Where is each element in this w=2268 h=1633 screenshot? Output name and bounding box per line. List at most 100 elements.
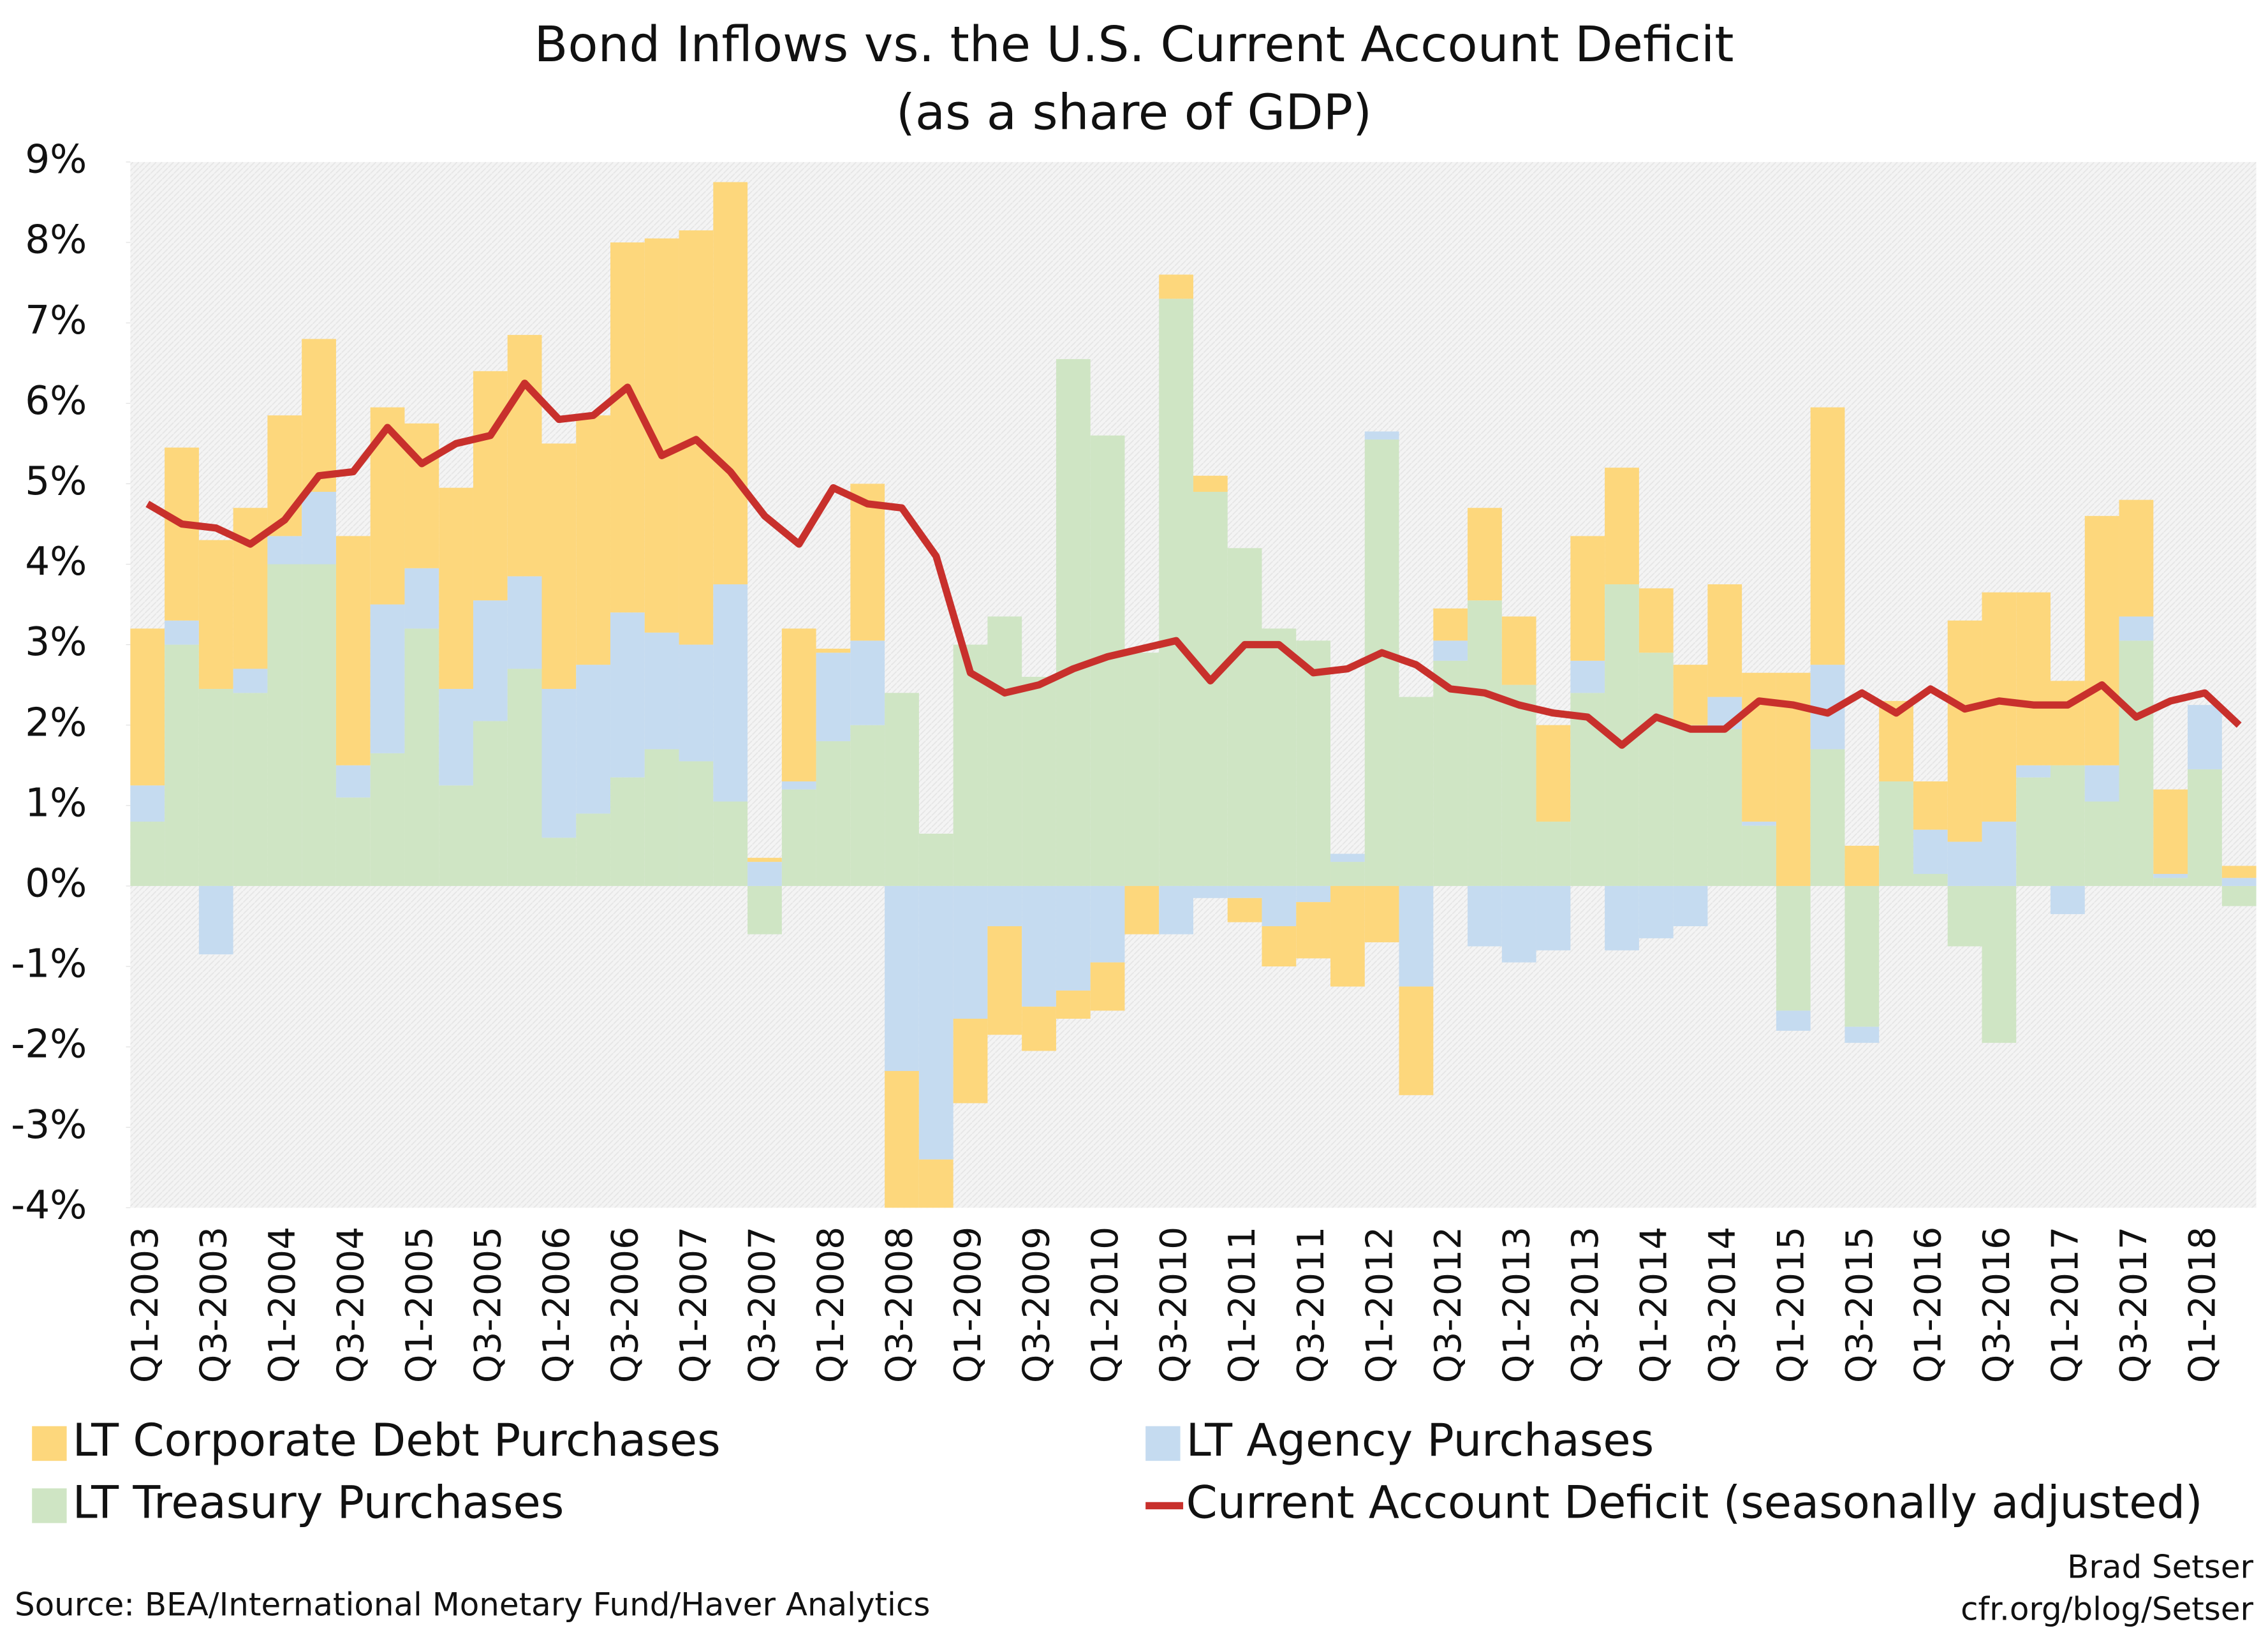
x-tick-label: Q3-2006 bbox=[605, 1227, 647, 1383]
bar-segment bbox=[953, 885, 988, 1019]
x-tick-label: Q1-2017 bbox=[2045, 1227, 2087, 1383]
bar-segment bbox=[918, 1159, 954, 1208]
x-tick-label: Q3-2013 bbox=[1565, 1227, 1607, 1383]
y-tick-label: 1% bbox=[25, 780, 87, 825]
bar-segment bbox=[1501, 684, 1536, 886]
bar-segment bbox=[404, 423, 439, 568]
bar-segment bbox=[1296, 902, 1331, 959]
bar-segment bbox=[130, 785, 165, 822]
bar-segment bbox=[1742, 822, 1776, 826]
bar-segment bbox=[335, 536, 371, 765]
x-tick-label: Q3-2012 bbox=[1427, 1227, 1469, 1383]
bar-segment bbox=[1124, 653, 1160, 886]
bar-segment bbox=[439, 487, 473, 689]
bar-segment bbox=[267, 564, 302, 886]
bar-segment bbox=[2016, 592, 2051, 765]
bar-segment bbox=[610, 242, 645, 613]
bar-segment bbox=[1330, 862, 1365, 886]
x-tick-label: Q3-2016 bbox=[1976, 1227, 2018, 1383]
y-tick-label: -1% bbox=[11, 942, 87, 987]
bar-segment bbox=[404, 628, 439, 886]
bar-segment bbox=[2153, 878, 2188, 886]
y-tick-label: -4% bbox=[11, 1183, 87, 1228]
bar-segment bbox=[1227, 885, 1262, 898]
x-tick-label: Q1-2018 bbox=[2182, 1227, 2224, 1383]
x-tick-label: Q1-2005 bbox=[399, 1227, 441, 1383]
bar-segment bbox=[1364, 885, 1399, 943]
bar-segment bbox=[165, 447, 199, 621]
bar-segment bbox=[713, 801, 748, 886]
bar-segment bbox=[165, 644, 199, 886]
bar-segment bbox=[1810, 407, 1845, 665]
x-tick-label: Q1-2004 bbox=[261, 1227, 304, 1383]
bar-segment bbox=[781, 628, 816, 781]
bar-segment bbox=[1536, 885, 1571, 950]
credit: cfr.org/blog/Setser bbox=[1961, 1590, 2253, 1627]
bar-segment bbox=[1056, 885, 1091, 991]
x-tick-label: Q1-2011 bbox=[1221, 1227, 1263, 1383]
bar-segment bbox=[1536, 822, 1571, 886]
legend-swatch bbox=[32, 1426, 67, 1461]
chart-subtitle: (as a share of GDP) bbox=[896, 84, 1372, 141]
bar-segment bbox=[953, 644, 988, 886]
legend-swatch bbox=[32, 1488, 67, 1523]
x-tick-label: Q3-2014 bbox=[1702, 1227, 1744, 1383]
bar-segment bbox=[644, 749, 679, 886]
bar-segment bbox=[816, 653, 851, 741]
bar-segment bbox=[2084, 801, 2119, 886]
y-tick-label: -2% bbox=[11, 1022, 87, 1067]
bar-segment bbox=[987, 885, 1022, 926]
legend-label: Current Account Deficit (seasonally adju… bbox=[1186, 1476, 2203, 1528]
bar-segment bbox=[198, 688, 233, 886]
bar-segment bbox=[1364, 440, 1399, 886]
bar-segment bbox=[885, 1070, 919, 1208]
bar-segment bbox=[439, 688, 473, 786]
bar-segment bbox=[1296, 885, 1331, 903]
bar-segment bbox=[130, 822, 165, 886]
bar-segment bbox=[302, 492, 336, 565]
bar-segment bbox=[404, 568, 439, 629]
y-tick-label: 6% bbox=[25, 378, 87, 424]
bar-segment bbox=[1707, 729, 1742, 886]
bar-segment bbox=[541, 688, 577, 838]
bar-segment bbox=[233, 669, 268, 693]
x-tick-label: Q1-2003 bbox=[124, 1227, 166, 1383]
bar-segment bbox=[576, 415, 611, 665]
bar-segment bbox=[1501, 885, 1536, 963]
bar-segment bbox=[1605, 885, 1639, 950]
bar-segment bbox=[1742, 672, 1776, 822]
bar-segment bbox=[953, 1019, 988, 1104]
bar-segment bbox=[267, 536, 302, 565]
bar-segment bbox=[1673, 665, 1708, 725]
bar-segment bbox=[1673, 725, 1708, 886]
bar-segment bbox=[1879, 781, 1913, 886]
bar-segment bbox=[233, 693, 268, 886]
bar-segment bbox=[473, 721, 508, 886]
bar-segment bbox=[1193, 885, 1228, 898]
bar-segment bbox=[1947, 885, 1982, 947]
bar-segment bbox=[1330, 885, 1365, 987]
bar-segment bbox=[850, 484, 885, 641]
bar-segment bbox=[1845, 885, 1880, 1027]
bar-segment bbox=[747, 885, 782, 935]
x-tick-label: Q1-2013 bbox=[1496, 1227, 1538, 1383]
y-tick-label: 2% bbox=[25, 700, 87, 745]
legend-swatch bbox=[1145, 1426, 1181, 1461]
bar-segment bbox=[507, 669, 542, 886]
line-series bbox=[145, 380, 2242, 749]
bar-segment bbox=[1433, 640, 1468, 661]
bar-segment bbox=[1501, 616, 1536, 685]
bar-segment bbox=[302, 339, 336, 492]
y-tick-label: -3% bbox=[11, 1102, 87, 1148]
bar-segment bbox=[1845, 1026, 1880, 1043]
bar-segment bbox=[1399, 697, 1434, 886]
bar-segment bbox=[1638, 653, 1674, 886]
x-tick-label: Q1-2009 bbox=[947, 1227, 989, 1383]
bar-segment bbox=[2153, 789, 2188, 875]
bar-segment bbox=[1707, 697, 1742, 730]
x-tick-label: Q3-2004 bbox=[330, 1227, 372, 1383]
x-tick-label: Q3-2010 bbox=[1153, 1227, 1195, 1383]
bar-segment bbox=[1056, 358, 1091, 886]
bar-segment bbox=[713, 182, 748, 585]
bar-segment bbox=[1468, 600, 1502, 886]
